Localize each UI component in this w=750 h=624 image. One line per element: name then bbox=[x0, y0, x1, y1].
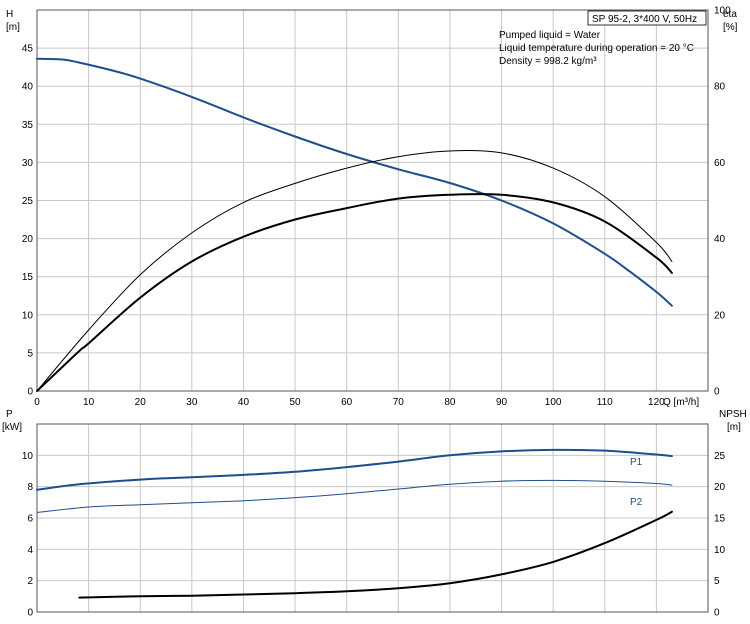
lower-y-right-tick-label: 20 bbox=[714, 482, 726, 493]
upper-y-left-tick-label: 15 bbox=[22, 272, 34, 283]
upper-y-left-tick-label: 20 bbox=[22, 234, 34, 245]
lower-y-right-tick-label: 25 bbox=[714, 451, 726, 462]
upper-x-tick-label: 20 bbox=[135, 397, 147, 408]
upper-x-tick-label: 70 bbox=[393, 397, 405, 408]
title-box bbox=[587, 10, 707, 26]
upper-series-line-1 bbox=[36, 150, 673, 392]
upper-y-right-unit: [%] bbox=[723, 22, 738, 33]
upper-y-left-tick-label: 45 bbox=[22, 44, 34, 55]
info-pumped-liquid: Pumped liquid = Water bbox=[499, 30, 601, 41]
lower-y-left-tick-label: 0 bbox=[27, 608, 33, 619]
series-label-p2: P2 bbox=[630, 497, 643, 508]
upper-x-tick-label: 60 bbox=[341, 397, 353, 408]
lower-tick-labels: 0 2 4 6 8 10 0 5 10 15 20 25 bbox=[22, 451, 726, 619]
lower-series-line-p2 bbox=[36, 479, 673, 513]
lower-y-right-label: NPSH bbox=[719, 409, 747, 420]
upper-y-right-tick-label: 0 bbox=[714, 387, 720, 398]
chart-title: SP 95-2, 3*400 V, 50Hz bbox=[592, 14, 697, 25]
lower-y-left-tick-label: 10 bbox=[22, 451, 34, 462]
lower-y-left-tick-label: 2 bbox=[27, 576, 33, 587]
lower-y-left-tick-label: 4 bbox=[27, 545, 33, 556]
lower-series-line-p1 bbox=[36, 448, 673, 491]
series-label-p1: P1 bbox=[630, 457, 643, 468]
upper-y-left-tick-label: 40 bbox=[22, 82, 34, 93]
upper-grid bbox=[37, 10, 708, 391]
upper-series-group bbox=[36, 57, 673, 392]
upper-y-left-label: H bbox=[6, 9, 13, 20]
lower-plot-frame bbox=[36, 423, 709, 613]
upper-series-line-0 bbox=[36, 57, 673, 307]
lower-y-right-tick-label: 10 bbox=[714, 545, 726, 556]
upper-x-tick-label: 0 bbox=[34, 397, 40, 408]
info-density: Density = 998.2 kg/m³ bbox=[499, 56, 597, 67]
upper-x-tick-label: 120 bbox=[648, 397, 665, 408]
upper-y-left-tick-label: 25 bbox=[22, 196, 34, 207]
upper-y-right-tick-label: 100 bbox=[714, 6, 731, 17]
upper-y-left-tick-label: 35 bbox=[22, 120, 34, 131]
upper-y-left-tick-label: 10 bbox=[22, 310, 34, 321]
info-liquid-temperature: Liquid temperature during operation = 20… bbox=[499, 43, 694, 54]
lower-chart: 0 2 4 6 8 10 0 5 10 15 20 25 P [kW] NPSH [m] P1 P2 bbox=[2, 409, 747, 619]
lower-y-left-tick-label: 6 bbox=[27, 514, 33, 525]
upper-y-right-label: eta bbox=[723, 9, 737, 20]
upper-x-tick-label: 90 bbox=[496, 397, 508, 408]
upper-tick-labels: 0 5 10 15 20 25 30 35 40 45 0 20 40 60 80 100 0 10 20 30 40 5… bbox=[22, 6, 731, 409]
upper-y-right-tick-label: 20 bbox=[714, 310, 726, 321]
upper-y-right-tick-label: 60 bbox=[714, 158, 726, 169]
lower-series-group bbox=[36, 448, 673, 599]
upper-y-left-tick-label: 0 bbox=[27, 387, 33, 398]
lower-y-right-unit: [m] bbox=[727, 422, 741, 433]
upper-plot-frame bbox=[36, 9, 709, 392]
upper-x-tick-label: 110 bbox=[597, 397, 613, 408]
lower-y-right-tick-label: 5 bbox=[714, 576, 720, 587]
upper-x-tick-label: 100 bbox=[545, 397, 562, 408]
upper-y-left-tick-label: 5 bbox=[27, 348, 33, 359]
lower-grid bbox=[37, 424, 708, 612]
x-axis-label: Q [m³/h] bbox=[663, 397, 699, 408]
upper-x-tick-label: 30 bbox=[186, 397, 198, 408]
upper-chart: 0 5 10 15 20 25 30 35 40 45 0 20 40 60 80 100 0 10 20 30 40 5… bbox=[6, 6, 738, 409]
lower-y-left-unit: [kW] bbox=[2, 422, 22, 433]
upper-series-line-2 bbox=[36, 193, 673, 392]
upper-y-right-tick-label: 40 bbox=[714, 234, 726, 245]
upper-x-tick-label: 50 bbox=[290, 397, 302, 408]
lower-y-left-label: P bbox=[6, 409, 13, 420]
lower-y-right-tick-label: 15 bbox=[714, 514, 726, 525]
upper-x-tick-label: 10 bbox=[83, 397, 95, 408]
lower-series-line-2 bbox=[78, 510, 673, 599]
lower-y-right-tick-label: 0 bbox=[714, 608, 720, 619]
upper-x-tick-label: 80 bbox=[444, 397, 456, 408]
upper-y-left-tick-label: 30 bbox=[22, 158, 34, 169]
lower-y-left-tick-label: 8 bbox=[27, 482, 33, 493]
upper-x-tick-label: 40 bbox=[238, 397, 250, 408]
upper-y-right-tick-label: 80 bbox=[714, 82, 726, 93]
upper-y-left-unit: [m] bbox=[6, 22, 20, 33]
